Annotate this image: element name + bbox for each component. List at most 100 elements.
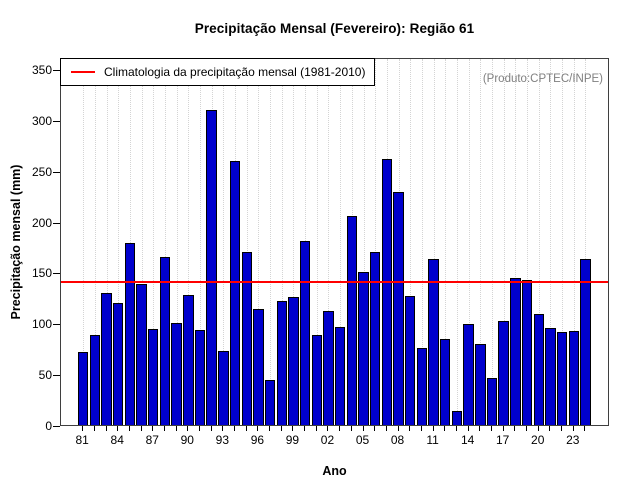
- bar-1982: [89, 335, 101, 425]
- bar-1988: [159, 257, 171, 425]
- x-tick: [210, 426, 212, 431]
- bar-1989: [171, 323, 182, 425]
- bar-1997: [264, 380, 276, 425]
- legend-label: Climatologia da precipitação mensal (198…: [104, 65, 366, 79]
- gridline: [456, 59, 458, 425]
- y-tick-label: 350: [31, 63, 52, 77]
- x-tick: [280, 426, 282, 431]
- gridline: [480, 59, 482, 425]
- x-tick-label: 93: [215, 433, 230, 447]
- gridline: [94, 59, 96, 425]
- gridline: [328, 59, 330, 425]
- gridline: [550, 59, 552, 425]
- x-tick-label: 90: [180, 433, 194, 447]
- x-tick: [350, 426, 352, 431]
- x-tick: [502, 426, 504, 431]
- gridline: [246, 59, 248, 425]
- x-tick: [187, 426, 189, 431]
- x-tick-label: 96: [250, 433, 265, 447]
- x-tick: [234, 426, 236, 431]
- x-tick: [584, 426, 586, 431]
- x-tick: [572, 426, 574, 431]
- bar-2016: [486, 378, 498, 425]
- gridline: [585, 59, 587, 425]
- gridline: [562, 59, 564, 425]
- x-tick: [82, 426, 84, 431]
- gridline: [375, 59, 377, 425]
- gridline: [83, 59, 85, 425]
- bar-2006: [370, 252, 381, 425]
- gridline: [141, 59, 143, 425]
- bar-1993: [218, 351, 229, 425]
- x-tick: [245, 426, 247, 431]
- gridline: [164, 59, 166, 425]
- x-tick: [304, 426, 306, 431]
- bar-2007: [381, 159, 393, 425]
- bar-2010: [416, 348, 428, 425]
- y-tick-label: 300: [31, 113, 52, 128]
- x-tick: [339, 426, 341, 431]
- bar-2023: [568, 331, 579, 425]
- bar-1992: [206, 110, 217, 425]
- x-tick-label: 17: [495, 433, 510, 447]
- x-tick: [257, 426, 259, 431]
- bar-1998: [276, 301, 287, 425]
- gridline: [468, 59, 470, 425]
- x-tick: [549, 426, 551, 431]
- gridline: [106, 59, 108, 425]
- bar-1994: [229, 161, 241, 425]
- gridline: [316, 59, 318, 425]
- bar-2012: [440, 339, 451, 425]
- bar-2009: [405, 296, 416, 425]
- x-tick-label: 02: [320, 433, 335, 447]
- gridline: [410, 59, 412, 425]
- x-tick: [397, 426, 399, 431]
- x-tick: [175, 426, 177, 431]
- y-tick: [53, 273, 60, 275]
- y-tick: [53, 375, 60, 377]
- y-tick-label: 50: [38, 368, 52, 383]
- x-tick-label: 05: [355, 433, 370, 447]
- bar-2002: [323, 311, 334, 425]
- x-tick-label: 99: [285, 433, 300, 447]
- y-tick-label: 0: [45, 419, 52, 433]
- x-tick: [385, 426, 387, 431]
- y-tick: [53, 426, 60, 427]
- x-tick: [105, 426, 107, 431]
- gridline: [176, 59, 178, 425]
- bar-1999: [288, 297, 299, 425]
- bar-2000: [299, 241, 311, 425]
- x-tick: [199, 426, 200, 431]
- bar-2018: [510, 278, 521, 425]
- x-tick: [222, 426, 224, 431]
- gridline: [129, 59, 131, 425]
- x-tick-label: 11: [426, 433, 439, 447]
- bar-1996: [253, 309, 264, 425]
- gridline: [258, 59, 260, 425]
- x-tick-label: 23: [566, 433, 580, 447]
- x-tick: [315, 426, 317, 431]
- x-tick: [93, 426, 95, 431]
- x-tick: [432, 426, 434, 431]
- y-tick: [53, 120, 60, 122]
- bar-1984: [113, 303, 124, 425]
- y-tick-label: 150: [31, 266, 52, 281]
- x-tick: [491, 426, 492, 431]
- bar-2011: [428, 259, 439, 425]
- bar-2008: [393, 192, 404, 425]
- y-tick-label: 100: [31, 317, 52, 332]
- x-tick-label: 08: [390, 433, 405, 447]
- bar-2003: [334, 327, 346, 425]
- x-tick-label: 81: [75, 433, 89, 447]
- gridline: [270, 59, 272, 425]
- gridline: [281, 59, 283, 425]
- x-tick-label: 84: [110, 433, 124, 447]
- gridline: [421, 59, 423, 425]
- bar-2024: [580, 259, 591, 425]
- x-tick-label: 87: [145, 433, 159, 447]
- gridline: [363, 59, 365, 425]
- bar-2001: [311, 335, 322, 425]
- gridline: [153, 59, 155, 425]
- bar-2017: [498, 321, 509, 425]
